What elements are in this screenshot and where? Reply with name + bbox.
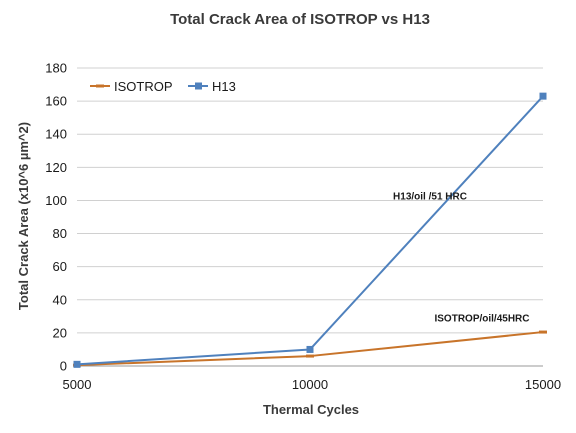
y-tick-label: 60 <box>53 259 67 274</box>
x-axis-label: Thermal Cycles <box>263 402 359 417</box>
data-point-h13 <box>73 360 81 368</box>
legend-item-h13: H13 <box>188 79 236 94</box>
y-tick-label: 100 <box>45 193 67 208</box>
x-tick-label: 10000 <box>292 377 328 392</box>
y-tick-label: 20 <box>53 325 67 340</box>
y-tick-label: 140 <box>45 127 67 142</box>
annotation-isotrop: ISOTROP/oil/45HRC <box>434 313 529 324</box>
y-tick-label: 40 <box>53 292 67 307</box>
x-axis-tick-labels: 5000 10000 15000 <box>63 377 562 392</box>
legend-label: H13 <box>212 79 236 94</box>
y-tick-label: 160 <box>45 94 67 109</box>
annotations: H13/oil /51 HRC ISOTROP/oil/45HRC <box>393 191 529 324</box>
y-axis-label: Total Crack Area (x10^6 µm^2) <box>16 122 31 310</box>
y-axis-tick-labels: 0 20 40 60 80 100 120 140 160 180 <box>45 61 67 374</box>
y-tick-label: 180 <box>45 61 67 76</box>
y-tick-label: 80 <box>53 226 67 241</box>
data-point-h13 <box>539 92 547 100</box>
legend-item-isotrop: ISOTROP <box>90 79 173 94</box>
series-h13 <box>73 92 547 368</box>
gridlines <box>77 67 543 367</box>
series-layer <box>73 92 547 368</box>
legend-label: ISOTROP <box>114 79 173 94</box>
y-tick-label: 0 <box>60 359 67 374</box>
annotation-h13: H13/oil /51 HRC <box>393 191 467 202</box>
data-point-h13 <box>306 345 314 353</box>
legend-marker <box>195 82 202 90</box>
y-tick-label: 120 <box>45 160 67 175</box>
chart-title: Total Crack Area of ISOTROP vs H13 <box>170 11 430 28</box>
x-tick-label: 5000 <box>63 377 92 392</box>
legend: ISOTROP H13 <box>90 79 236 94</box>
x-tick-label: 15000 <box>525 377 561 392</box>
